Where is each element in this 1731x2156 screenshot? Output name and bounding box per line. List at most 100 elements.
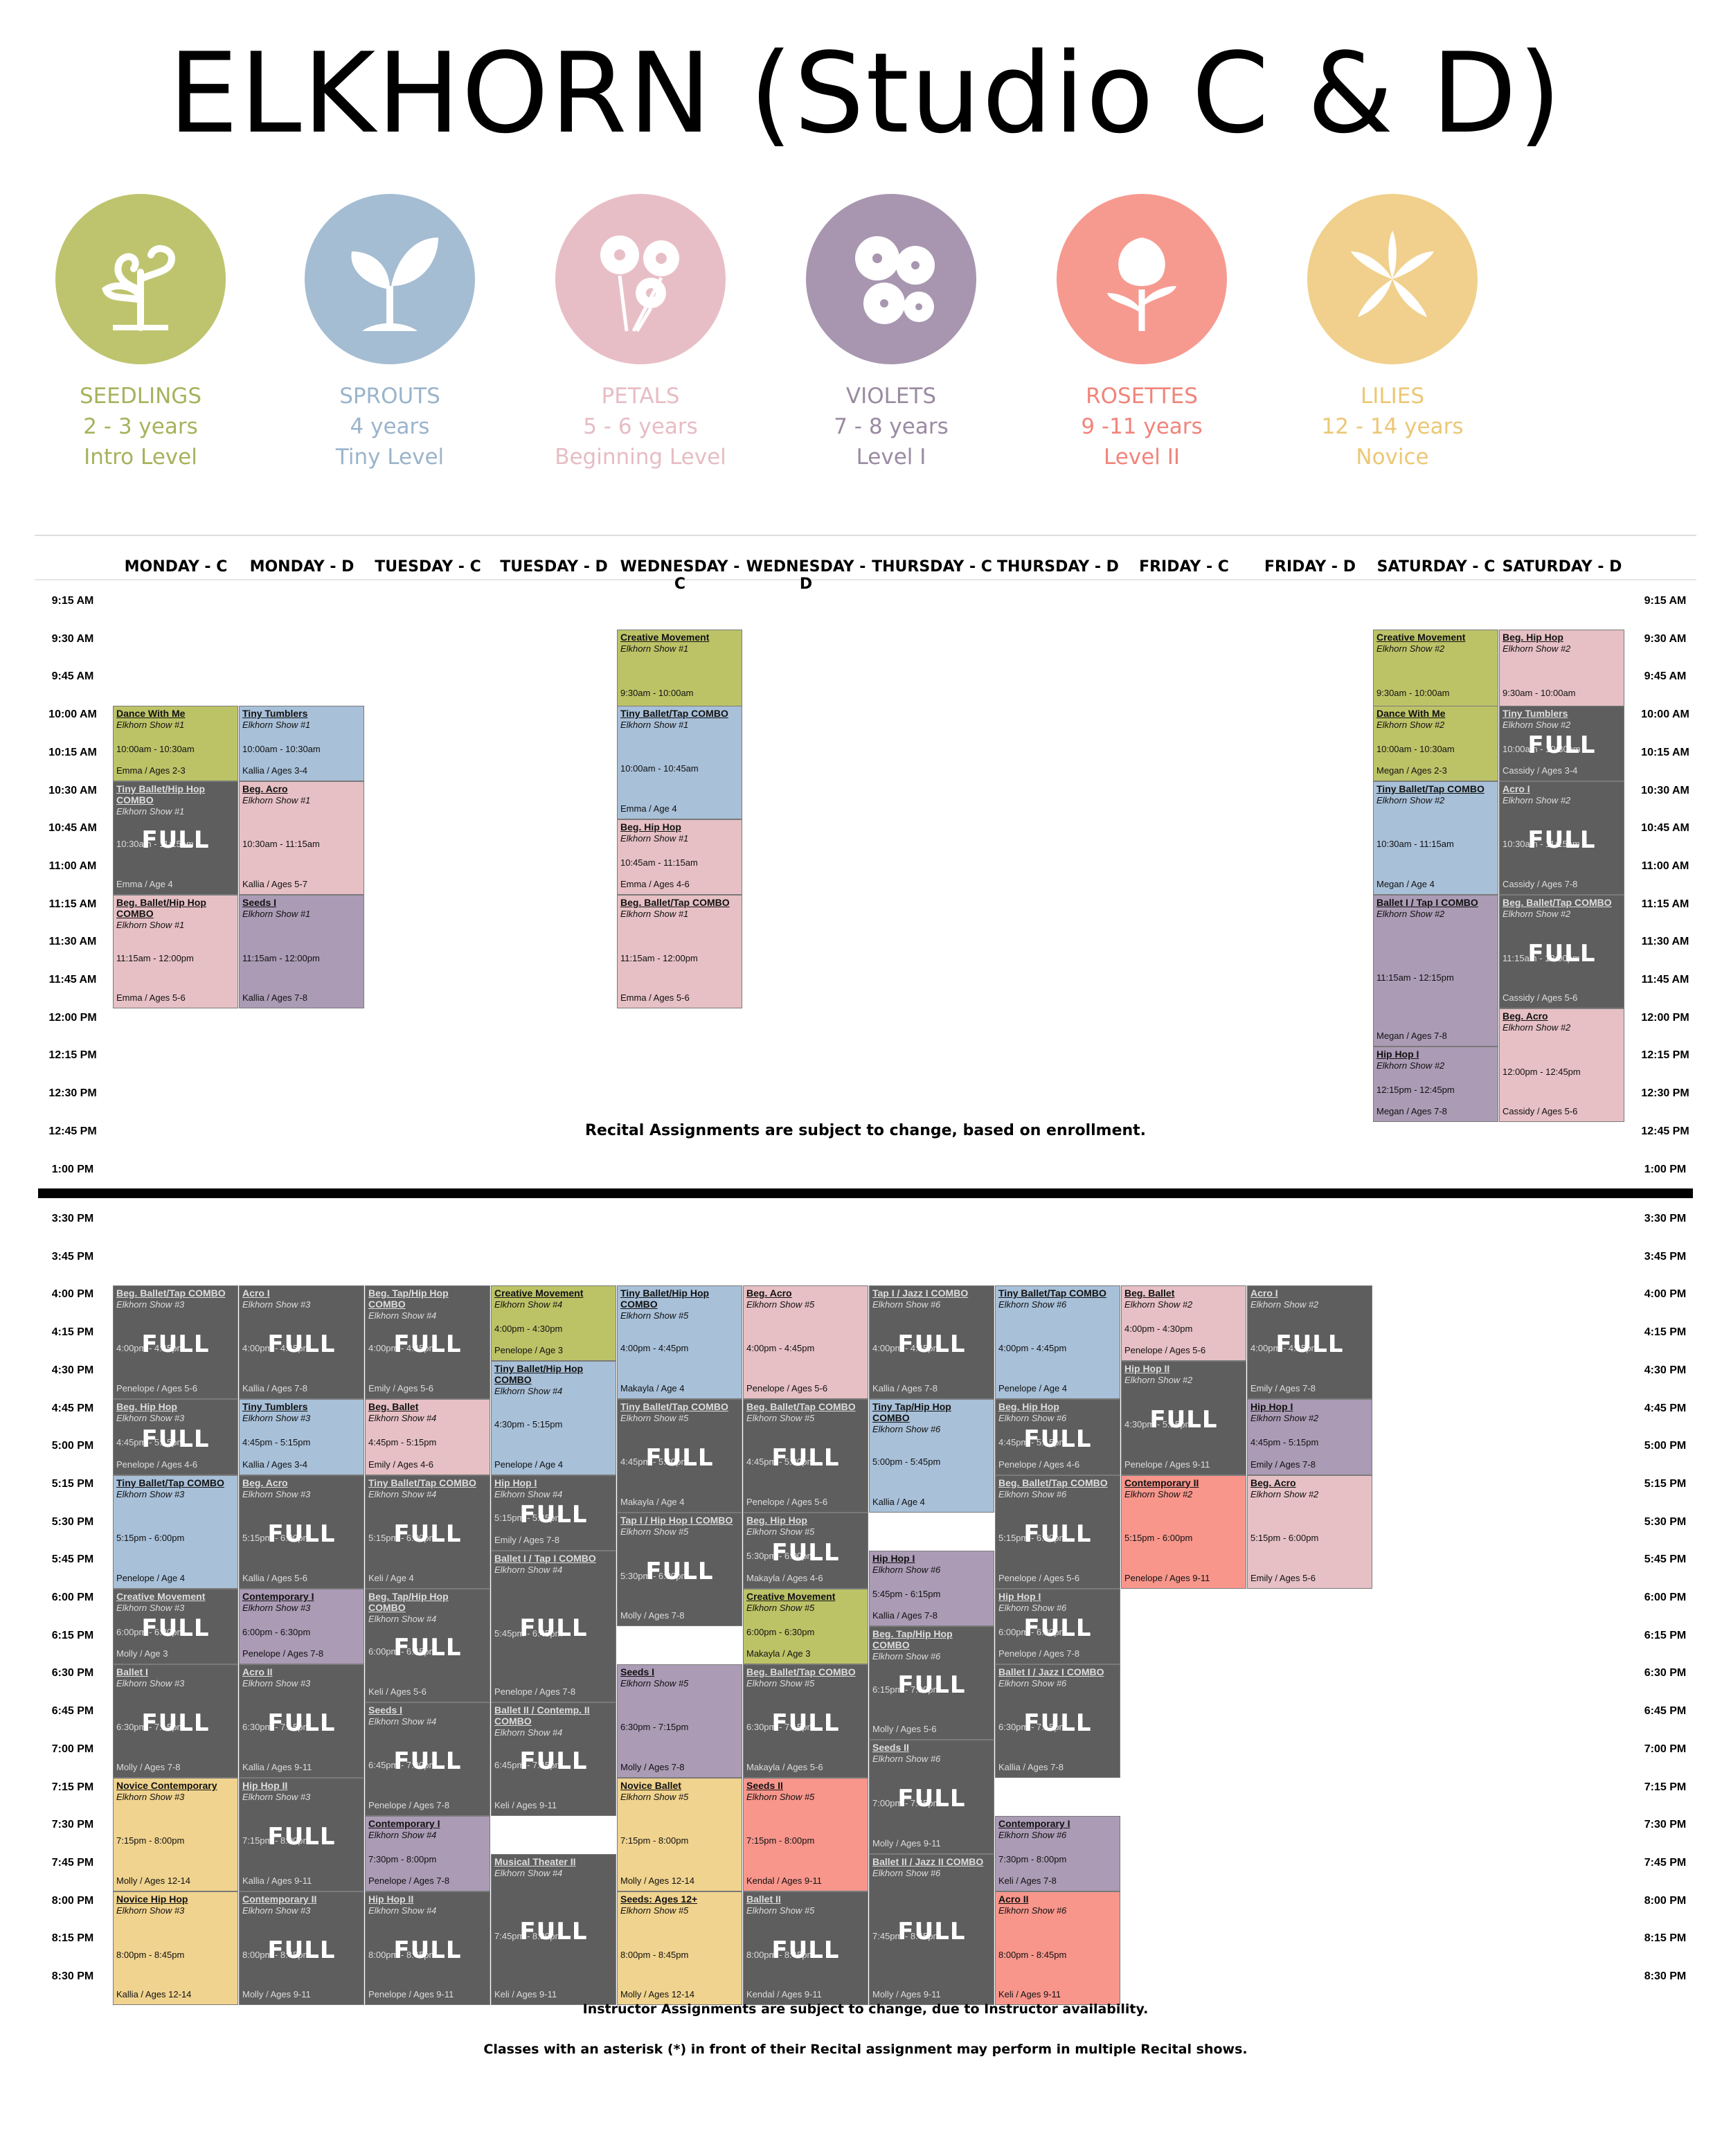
class-block[interactable]: Ballet I / Jazz I COMBO Elkhorn Show #6 6:…	[995, 1664, 1120, 1779]
class-name: Tiny Tumblers	[242, 1401, 308, 1413]
class-block[interactable]: Tiny Tap/Hip Hop COMBO Elkhorn Show #6 5:0…	[869, 1399, 994, 1513]
class-block[interactable]: Hip Hop I Elkhorn Show #6 6:00pm - 6:30pm P…	[995, 1588, 1120, 1665]
class-block[interactable]: Tiny Tumblers Elkhorn Show #2 10:00am - 10…	[1499, 705, 1624, 782]
class-block[interactable]: Contemporary II Elkhorn Show #2 5:15pm - 6…	[1121, 1475, 1246, 1589]
class-block[interactable]: Tiny Tumblers Elkhorn Show #3 4:45pm - 5:1…	[239, 1399, 364, 1475]
class-block[interactable]: Tiny Ballet/Tap COMBO Elkhorn Show #6 4:00…	[995, 1285, 1120, 1400]
class-name: Beg. Ballet/Hip Hop COMBO	[116, 897, 206, 920]
class-block[interactable]: Tap I / Hip Hop I COMBO Elkhorn Show #5 5:…	[617, 1513, 742, 1627]
class-block[interactable]: Acro II Elkhorn Show #3 6:30pm - 7:15pm Kal…	[239, 1664, 364, 1779]
recital-show: Elkhorn Show #4	[368, 1488, 437, 1499]
class-block[interactable]: Tiny Ballet/Tap COMBO Elkhorn Show #4 5:15…	[365, 1475, 490, 1589]
class-block[interactable]: Ballet II Elkhorn Show #5 8:00pm - 8:45pm K…	[743, 1891, 868, 2006]
class-block[interactable]: Beg. Ballet Elkhorn Show #2 4:00pm - 4:30p…	[1121, 1285, 1246, 1362]
class-name: Acro II	[998, 1894, 1029, 1905]
class-time: 10:30am - 11:15am	[1503, 839, 1580, 850]
time-label: 6:30 PM	[51, 1667, 94, 1680]
class-block[interactable]: Creative Movement Elkhorn Show #3 6:00pm -…	[113, 1588, 238, 1665]
class-block[interactable]: Ballet I / Tap I COMBO Elkhorn Show #4 5:4…	[491, 1550, 616, 1702]
class-block[interactable]: Dance With Me Elkhorn Show #2 10:00am - 10…	[1373, 705, 1498, 782]
class-block[interactable]: Tiny Tumblers Elkhorn Show #1 10:00am - 10…	[239, 705, 364, 782]
class-instructor: Emma / Age 4	[116, 879, 173, 890]
full-badge: FULL	[141, 1614, 210, 1643]
class-block[interactable]: Beg. Tap/Hip Hop COMBO Elkhorn Show #4 6:0…	[365, 1588, 490, 1702]
day-header: MONDAY - D	[249, 558, 355, 576]
class-block[interactable]: Seeds II Elkhorn Show #6 7:00pm - 7:45pm Mo…	[869, 1740, 994, 1854]
class-time: 10:00am - 10:45am	[620, 763, 699, 774]
class-block[interactable]: Novice Contemporary Elkhorn Show #3 7:15pm…	[113, 1778, 238, 1892]
class-instructor: Keli / Ages 7-8	[998, 1876, 1057, 1887]
class-block[interactable]: Beg. Ballet/Tap COMBO Elkhorn Show #3 4:00…	[113, 1285, 238, 1400]
full-badge: FULL	[771, 1444, 840, 1472]
class-block[interactable]: Beg. Acro Elkhorn Show #2 12:00pm - 12:45p…	[1499, 1008, 1624, 1123]
class-block[interactable]: Novice Hip Hop Elkhorn Show #3 8:00pm - 8:…	[113, 1891, 238, 2006]
class-block[interactable]: Contemporary I Elkhorn Show #6 7:30pm - 8:…	[995, 1815, 1120, 1892]
class-block[interactable]: Tiny Ballet/Hip Hop COMBO Elkhorn Show #1…	[113, 781, 238, 896]
class-block[interactable]: Tiny Ballet/Tap COMBO Elkhorn Show #2 10:3…	[1373, 781, 1498, 896]
class-block[interactable]: Beg. Ballet/Tap COMBO Elkhorn Show #6 5:15…	[995, 1475, 1120, 1589]
class-block[interactable]: Hip Hop I Elkhorn Show #2 4:45pm - 5:15pm E…	[1247, 1399, 1372, 1475]
class-block[interactable]: Ballet II / Contemp. II COMBO Elkhorn Sho…	[491, 1702, 616, 1816]
class-block[interactable]: Beg. Ballet/Hip Hop COMBO Elkhorn Show #1…	[113, 895, 238, 1009]
class-block[interactable]: Tiny Ballet/Tap COMBO Elkhorn Show #1 10:0…	[617, 705, 742, 819]
class-block[interactable]: Contemporary I Elkhorn Show #4 7:30pm - 8:…	[365, 1815, 490, 1892]
class-block[interactable]: Beg. Acro Elkhorn Show #1 10:30am - 11:15a…	[239, 781, 364, 896]
class-block[interactable]: Tiny Ballet/Tap COMBO Elkhorn Show #3 5:15…	[113, 1475, 238, 1589]
class-block[interactable]: Seeds I Elkhorn Show #4 6:45pm - 7:30pm Pen…	[365, 1702, 490, 1816]
class-block[interactable]: Tiny Ballet/Hip Hop COMBO Elkhorn Show #5…	[617, 1285, 742, 1400]
class-block[interactable]: Beg. Ballet/Tap COMBO Elkhorn Show #1 11:1…	[617, 895, 742, 1009]
class-block[interactable]: Beg. Ballet/Tap COMBO Elkhorn Show #5 4:45…	[743, 1399, 868, 1513]
class-block[interactable]: Hip Hop II Elkhorn Show #2 4:30pm - 5:15pm…	[1121, 1361, 1246, 1475]
class-block[interactable]: Dance With Me Elkhorn Show #1 10:00am - 10…	[113, 705, 238, 782]
class-block[interactable]: Creative Movement Elkhorn Show #4 4:00pm -…	[491, 1285, 616, 1362]
class-block[interactable]: Beg. Hip Hop Elkhorn Show #6 4:45pm - 5:15…	[995, 1399, 1120, 1475]
class-block[interactable]: Tiny Ballet/Hip Hop COMBO Elkhorn Show #4…	[491, 1361, 616, 1475]
class-block[interactable]: Novice Ballet Elkhorn Show #5 7:15pm - 8:0…	[617, 1778, 742, 1892]
class-block[interactable]: Acro I Elkhorn Show #2 10:30am - 11:15am Ca…	[1499, 781, 1624, 896]
class-time: 7:15pm - 8:00pm	[620, 1835, 689, 1846]
class-block[interactable]: Ballet II / Jazz II COMBO Elkhorn Show #6…	[869, 1853, 994, 2006]
full-badge: FULL	[645, 1558, 714, 1586]
class-time: 5:45pm - 6:15pm	[872, 1588, 941, 1599]
class-block[interactable]: Acro I Elkhorn Show #3 4:00pm - 4:45pm Kall…	[239, 1285, 364, 1400]
class-block[interactable]: Hip Hop II Elkhorn Show #3 7:15pm - 8:00pm…	[239, 1778, 364, 1892]
class-block[interactable]: Hip Hop II Elkhorn Show #4 8:00pm - 8:45pm…	[365, 1891, 490, 2006]
class-block[interactable]: Beg. Ballet Elkhorn Show #4 4:45pm - 5:15p…	[365, 1399, 490, 1475]
class-block[interactable]: Beg. Hip Hop Elkhorn Show #1 10:45am - 11:…	[617, 819, 742, 896]
class-block[interactable]: Beg. Hip Hop Elkhorn Show #3 4:45pm - 5:15…	[113, 1399, 238, 1475]
class-time: 4:00pm - 4:45pm	[998, 1343, 1067, 1354]
class-block[interactable]: Beg. Acro Elkhorn Show #5 4:00pm - 4:45pm P…	[743, 1285, 868, 1400]
class-block[interactable]: Acro II Elkhorn Show #6 8:00pm - 8:45pm Kel…	[995, 1891, 1120, 2006]
class-block[interactable]: Tiny Ballet/Tap COMBO Elkhorn Show #5 4:45…	[617, 1399, 742, 1513]
class-instructor: Penelope / Ages 4-6	[998, 1459, 1080, 1470]
class-block[interactable]: Acro I Elkhorn Show #2 4:00pm - 4:45pm Emil…	[1247, 1285, 1372, 1400]
class-block[interactable]: Beg. Ballet/Tap COMBO Elkhorn Show #2 11:1…	[1499, 895, 1624, 1009]
class-block[interactable]: Tap I / Jazz I COMBO Elkhorn Show #6 4:00p…	[869, 1285, 994, 1400]
class-name: Beg. Hip Hop	[746, 1515, 807, 1526]
class-block[interactable]: Beg. Acro Elkhorn Show #3 5:15pm - 6:00pm K…	[239, 1475, 364, 1589]
class-block[interactable]: Beg. Hip Hop Elkhorn Show #5 5:30pm - 6:00…	[743, 1513, 868, 1589]
time-label: 4:00 PM	[51, 1288, 94, 1301]
class-block[interactable]: Ballet I Elkhorn Show #3 6:30pm - 7:15pm Mo…	[113, 1664, 238, 1779]
class-block[interactable]: Beg. Acro Elkhorn Show #2 5:15pm - 6:00pm E…	[1247, 1475, 1372, 1589]
class-block[interactable]: Beg. Tap/Hip Hop COMBO Elkhorn Show #6 6:1…	[869, 1626, 994, 1740]
class-block[interactable]: Ballet I / Tap I COMBO Elkhorn Show #2 11:…	[1373, 895, 1498, 1047]
level-line1: VIOLETS	[845, 384, 937, 409]
class-block[interactable]: Beg. Ballet/Tap COMBO Elkhorn Show #5 6:30…	[743, 1664, 868, 1779]
class-block[interactable]: Hip Hop I Elkhorn Show #6 5:45pm - 6:15pm K…	[869, 1550, 994, 1627]
class-block[interactable]: Hip Hop I Elkhorn Show #4 5:15pm - 5:45pm E…	[491, 1475, 616, 1551]
recital-show: Elkhorn Show #1	[242, 719, 311, 730]
class-block[interactable]: Seeds: Ages 12+ Elkhorn Show #5 8:00pm - 8…	[617, 1891, 742, 2006]
class-instructor: Penelope / Ages 9-11	[368, 1989, 454, 2000]
class-block[interactable]: Contemporary I Elkhorn Show #3 6:00pm - 6:…	[239, 1588, 364, 1665]
level-line1: PETALS	[601, 384, 680, 409]
class-time: 6:00pm - 6:45pm	[368, 1646, 437, 1657]
class-block[interactable]: Hip Hop I Elkhorn Show #2 12:15pm - 12:45p…	[1373, 1046, 1498, 1123]
class-block[interactable]: Seeds II Elkhorn Show #5 7:15pm - 8:00pm Ke…	[743, 1778, 868, 1892]
class-block[interactable]: Seeds I Elkhorn Show #1 11:15am - 12:00pm K…	[239, 895, 364, 1009]
class-block[interactable]: Musical Theater II Elkhorn Show #4 7:45pm …	[491, 1853, 616, 2006]
class-block[interactable]: Creative Movement Elkhorn Show #5 6:00pm -…	[743, 1588, 868, 1665]
class-block[interactable]: Beg. Tap/Hip Hop COMBO Elkhorn Show #4 4:0…	[365, 1285, 490, 1400]
class-block[interactable]: Contemporary II Elkhorn Show #3 8:00pm - 8…	[239, 1891, 364, 2006]
class-block[interactable]: Seeds I Elkhorn Show #5 6:30pm - 7:15pm Mol…	[617, 1664, 742, 1779]
